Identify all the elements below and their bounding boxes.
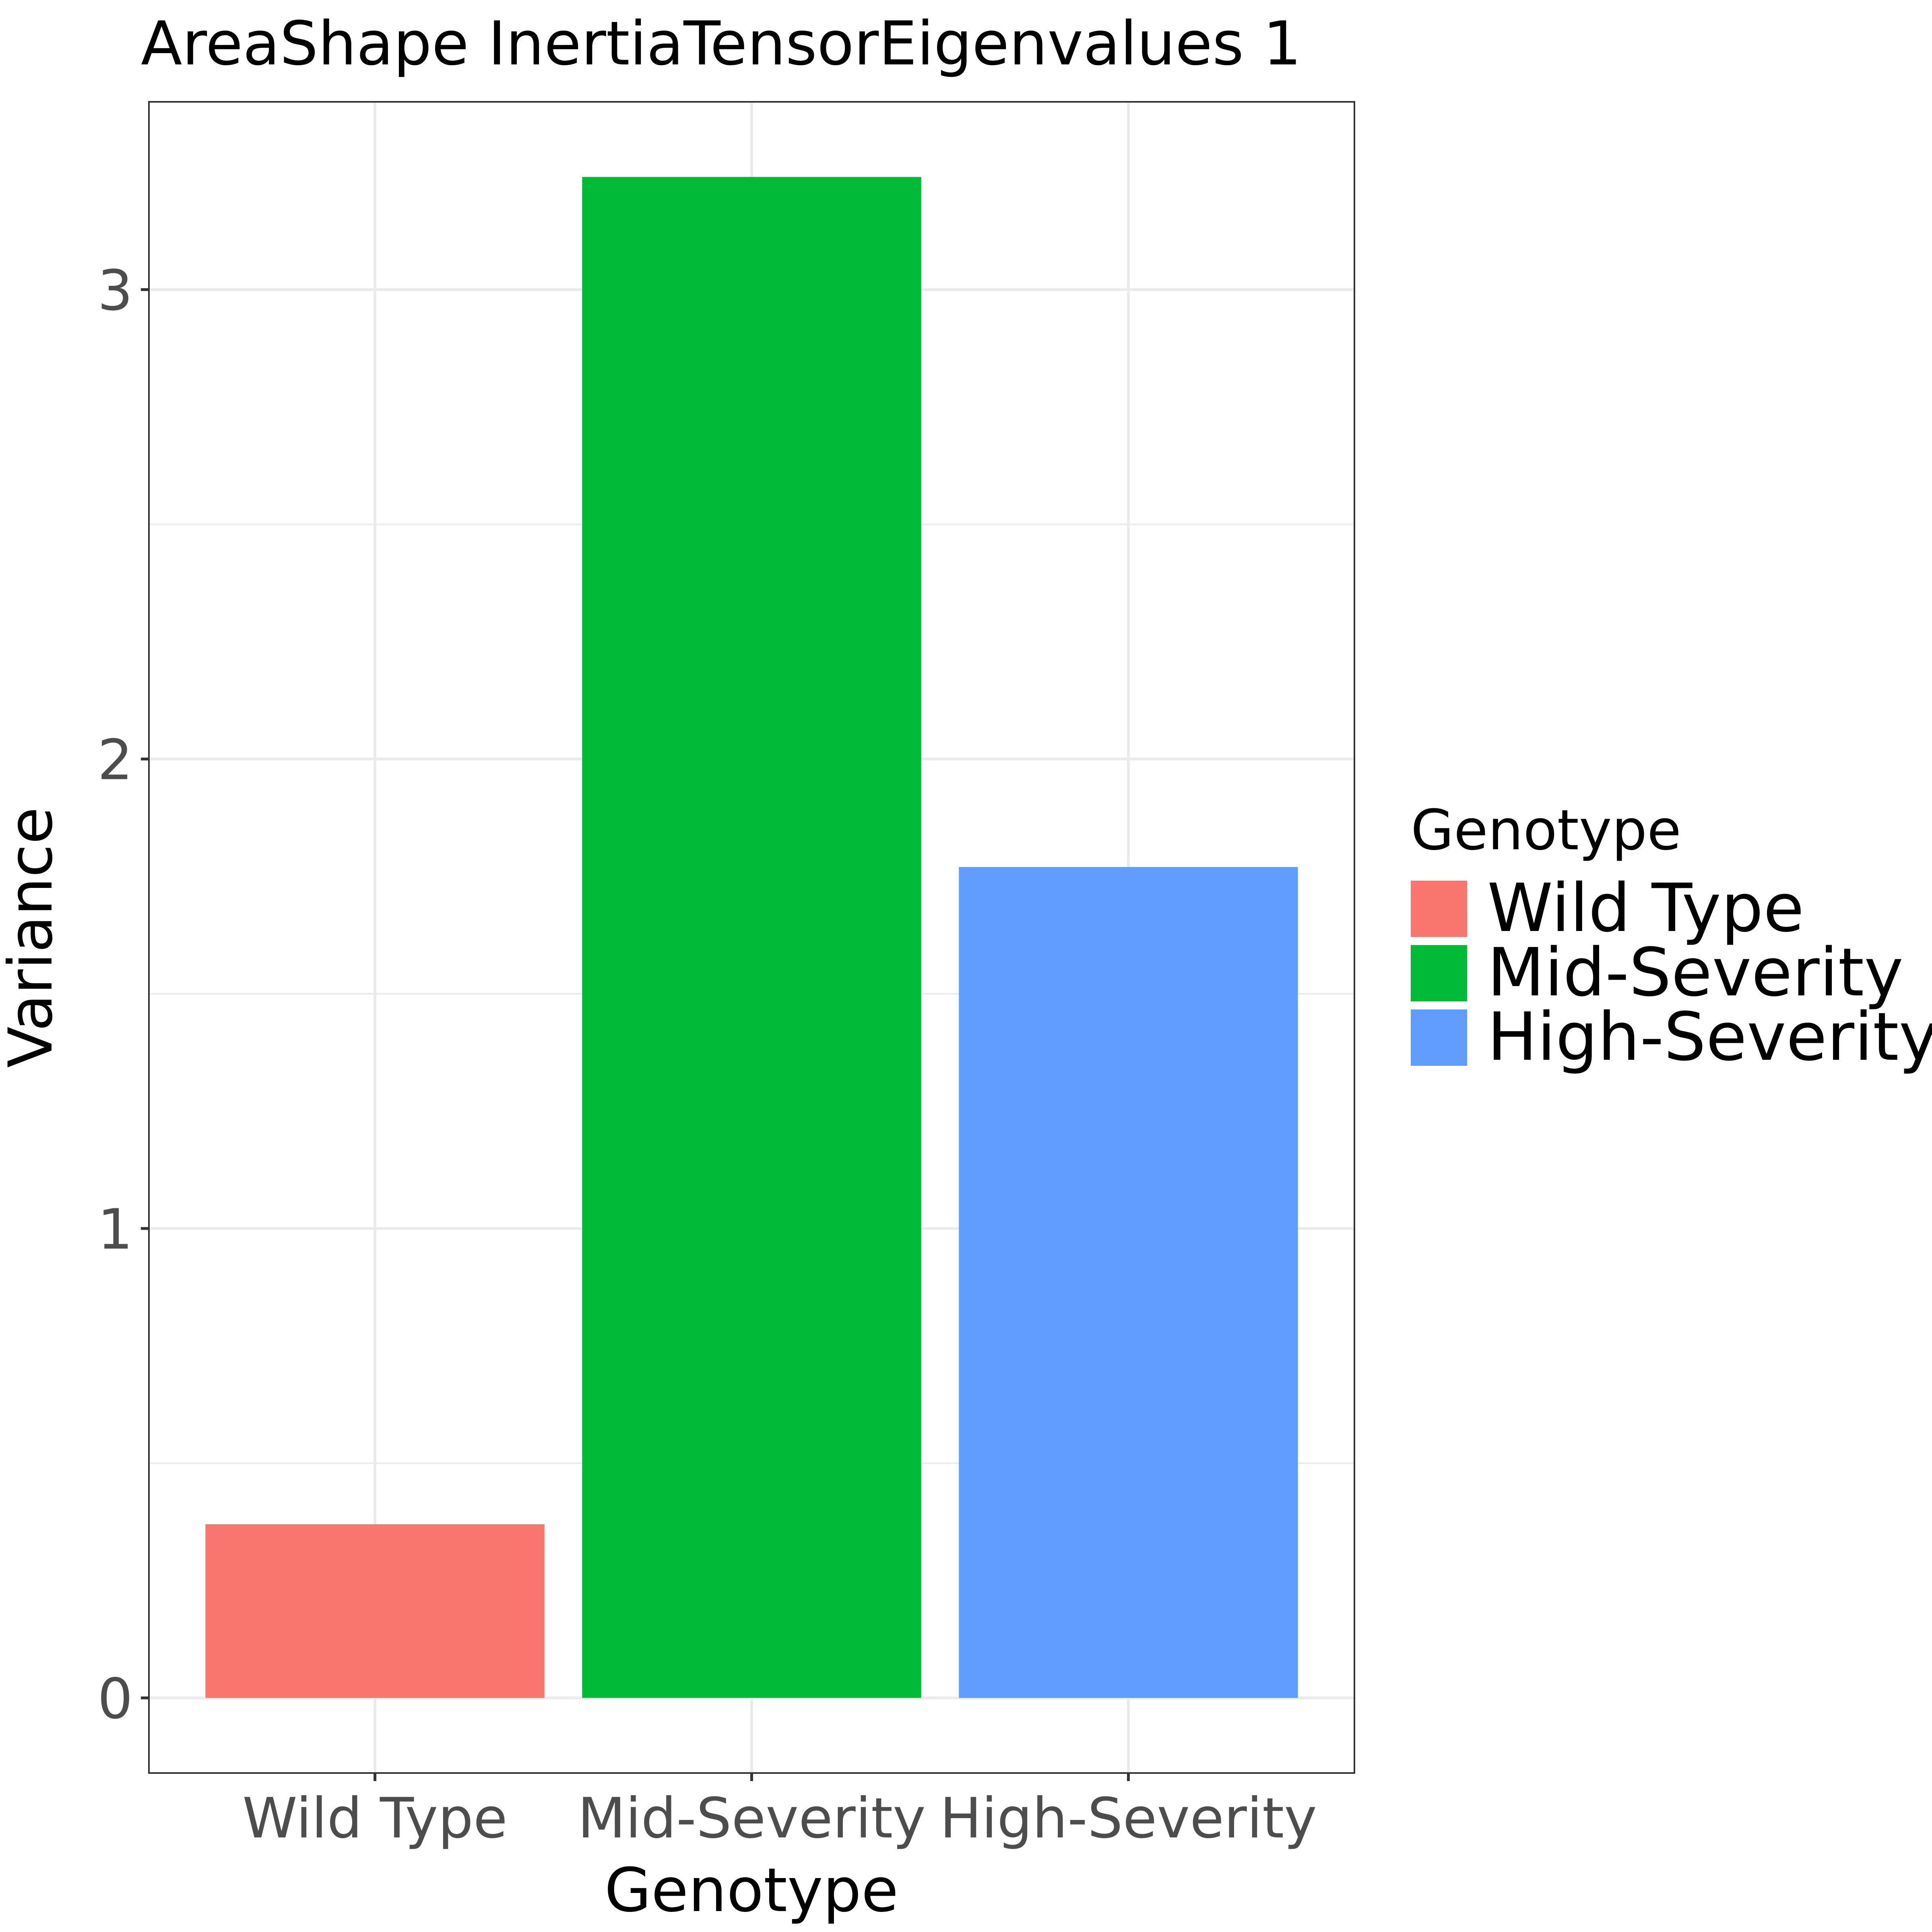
x-axis: Wild Type Mid-Severity High-Severity xyxy=(242,1773,1317,1851)
bar-high-severity xyxy=(959,867,1298,1698)
legend-label: Mid-Severity xyxy=(1487,934,1903,1011)
x-tick-label: Mid-Severity xyxy=(578,1786,926,1851)
x-tick-label: High-Severity xyxy=(940,1786,1317,1851)
x-axis-title: Genotype xyxy=(605,1856,898,1926)
y-tick-label: 1 xyxy=(97,1197,133,1262)
y-tick-label: 2 xyxy=(97,728,133,793)
bar-wild-type xyxy=(205,1524,545,1698)
legend-label: High-Severity xyxy=(1487,998,1932,1075)
y-tick-label: 3 xyxy=(97,258,133,323)
chart-title: AreaShape InertiaTensorEigenvalues 1 xyxy=(141,9,1301,79)
y-tick-label: 0 xyxy=(97,1666,133,1731)
legend-key xyxy=(1411,881,1467,937)
legend-key xyxy=(1411,1009,1467,1066)
bar-mid-severity xyxy=(582,177,921,1698)
legend: Genotype Wild TypeMid-SeverityHigh-Sever… xyxy=(1411,798,1932,1075)
legend-label: Wild Type xyxy=(1487,869,1804,947)
bars xyxy=(205,177,1298,1698)
legend-title: Genotype xyxy=(1411,798,1681,863)
plot-panel xyxy=(148,101,1355,1774)
y-axis-title: Variance xyxy=(0,807,66,1068)
y-axis: 0 1 2 3 xyxy=(97,258,149,1731)
x-tick-label: Wild Type xyxy=(242,1786,508,1851)
legend-key xyxy=(1411,945,1467,1001)
